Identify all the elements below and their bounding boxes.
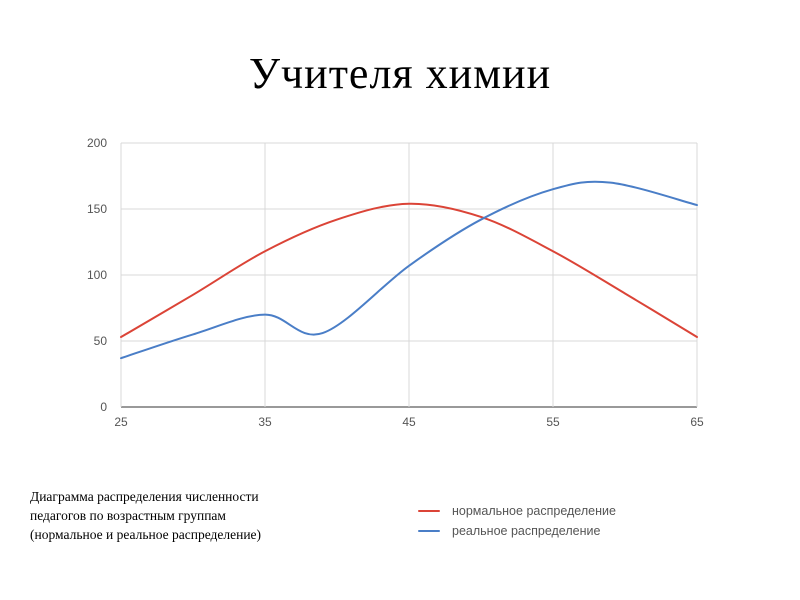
legend-swatch-normal — [418, 509, 440, 513]
caption-line-3: (нормальное и реальное распределение) — [30, 527, 262, 542]
y-tick-label-0: 0 — [100, 400, 107, 414]
slide-title: Учителя химии — [248, 49, 552, 98]
legend-item-real: реальное распределение — [418, 521, 616, 541]
chart-caption: Диаграмма распределения численности педа… — [30, 487, 330, 544]
chart-legend: нормальное распределение реальное распре… — [418, 501, 616, 541]
legend-label-normal: нормальное распределение — [452, 504, 616, 518]
y-tick-label-150: 150 — [87, 202, 107, 216]
series-line-normal — [120, 202, 698, 339]
y-tick-label-200: 200 — [87, 136, 107, 150]
chart-grid — [120, 142, 698, 408]
legend-item-normal: нормальное распределение — [418, 501, 616, 521]
x-tick-label-55: 55 — [546, 415, 560, 429]
caption-line-2: педагогов по возрастным группам — [30, 508, 226, 523]
chart-series — [120, 180, 698, 360]
y-tick-label-50: 50 — [94, 334, 108, 348]
x-tick-label-25: 25 — [114, 415, 128, 429]
legend-label-real: реальное распределение — [452, 524, 601, 538]
y-tick-label-100: 100 — [87, 268, 107, 282]
x-tick-label-35: 35 — [258, 415, 272, 429]
y-axis-tick-labels: 0 50 100 150 200 — [87, 136, 107, 414]
x-tick-label-65: 65 — [690, 415, 704, 429]
series-line-real — [120, 180, 698, 360]
legend-swatch-real — [418, 529, 440, 533]
x-axis-tick-labels: 25 35 45 55 65 — [114, 415, 704, 429]
x-tick-label-45: 45 — [402, 415, 416, 429]
caption-line-1: Диаграмма распределения численности — [30, 489, 259, 504]
